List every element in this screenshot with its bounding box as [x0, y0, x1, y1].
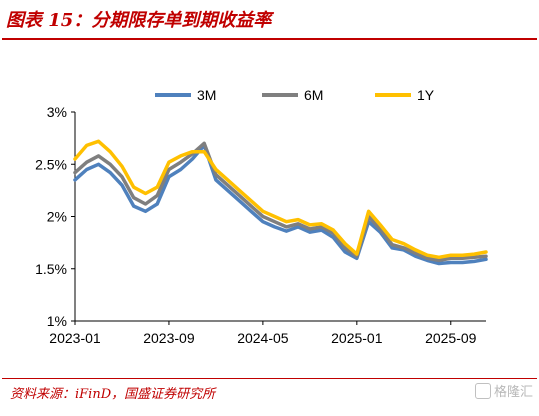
legend-label-3M: 3M	[197, 87, 216, 103]
y-tick-label: 2%	[47, 209, 67, 225]
source-note: 资料来源：iFinD，国盛证券研究所	[10, 387, 216, 402]
x-tick-label: 2025-09	[425, 330, 477, 346]
footer-divider	[2, 378, 537, 379]
series-line-1Y	[73, 139, 488, 260]
watermark: 格隆汇	[474, 381, 533, 400]
x-tick-label: 2025-01	[331, 330, 383, 346]
chart-series	[73, 139, 488, 266]
y-tick-label: 1%	[47, 313, 67, 329]
legend-label-6M: 6M	[304, 87, 323, 103]
series-line-3M	[73, 143, 488, 266]
y-tick-label: 2.5%	[35, 156, 67, 172]
legend-label-1Y: 1Y	[417, 87, 435, 103]
y-tick-label: 3%	[47, 104, 67, 120]
chart-legend: 3M 6M 1Y	[155, 87, 435, 103]
y-tick-label: 1.5%	[35, 261, 67, 277]
x-tick-label: 2023-09	[143, 330, 195, 346]
figure-header: 图表 15：分期限存单到期收益率	[0, 0, 539, 40]
series-line-6M	[73, 141, 488, 263]
header-divider	[2, 38, 537, 40]
x-tick-label: 2023-01	[49, 330, 101, 346]
chart-axes: 1% 1.5% 2% 2.5% 3% 2023-01 2023-09 2024-05 2025-…	[35, 104, 486, 346]
watermark-logo-icon	[474, 383, 491, 399]
figure-title: 图表 15：分期限存单到期收益率	[6, 10, 272, 31]
x-tick-label: 2024-05	[237, 330, 289, 346]
watermark-text: 格隆汇	[493, 385, 533, 400]
line-chart: 3M 6M 1Y 1% 1.5% 2% 2.5% 3% 2023-01 2023-09 2024-…	[35, 87, 488, 346]
